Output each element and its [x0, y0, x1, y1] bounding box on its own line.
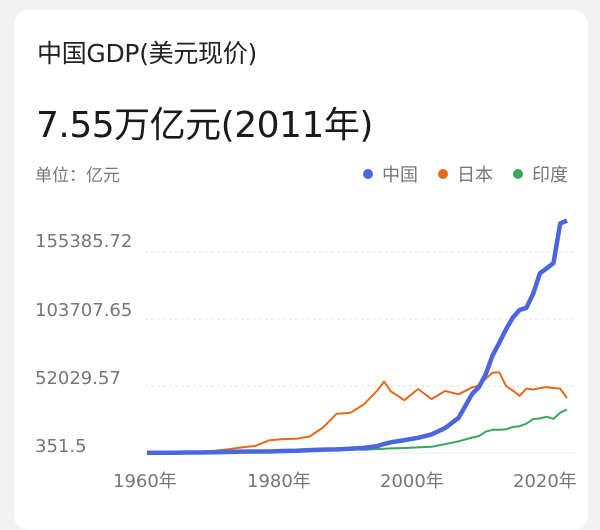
- legend-label: 印度: [532, 165, 568, 186]
- series-line-0: [146, 218, 568, 456]
- legend-dot-icon: [513, 169, 523, 179]
- x-tick: 2000年: [380, 471, 444, 492]
- legend-dot-icon: [363, 169, 373, 179]
- x-tick: 1980年: [247, 471, 311, 492]
- legend-label: 中国: [382, 165, 418, 186]
- legend-item-japan[interactable]: 日本: [438, 161, 493, 187]
- chart-title: 中国GDP(美元现价): [37, 39, 257, 68]
- legend: 中国 日本 印度: [363, 161, 568, 187]
- series-lines: [146, 218, 568, 456]
- gridlines: [145, 251, 575, 454]
- y-tick: 155385.72: [35, 231, 133, 252]
- y-tick: 103707.65: [35, 300, 133, 321]
- legend-item-china[interactable]: 中国: [363, 161, 418, 187]
- y-tick: 52029.57: [35, 368, 121, 389]
- headline-value: 7.55万亿元(2011年): [36, 105, 373, 146]
- legend-item-india[interactable]: 印度: [513, 161, 568, 187]
- unit-label: 单位：亿元: [35, 166, 120, 186]
- x-tick: 2020年: [513, 471, 577, 492]
- plot-area[interactable]: [0, 0, 600, 511]
- chart-card: [14, 10, 588, 530]
- x-tick: 1960年: [113, 471, 177, 492]
- legend-dot-icon: [438, 169, 448, 179]
- legend-label: 日本: [457, 165, 493, 186]
- series-line-1: [146, 371, 568, 454]
- y-tick: 351.5: [35, 436, 87, 457]
